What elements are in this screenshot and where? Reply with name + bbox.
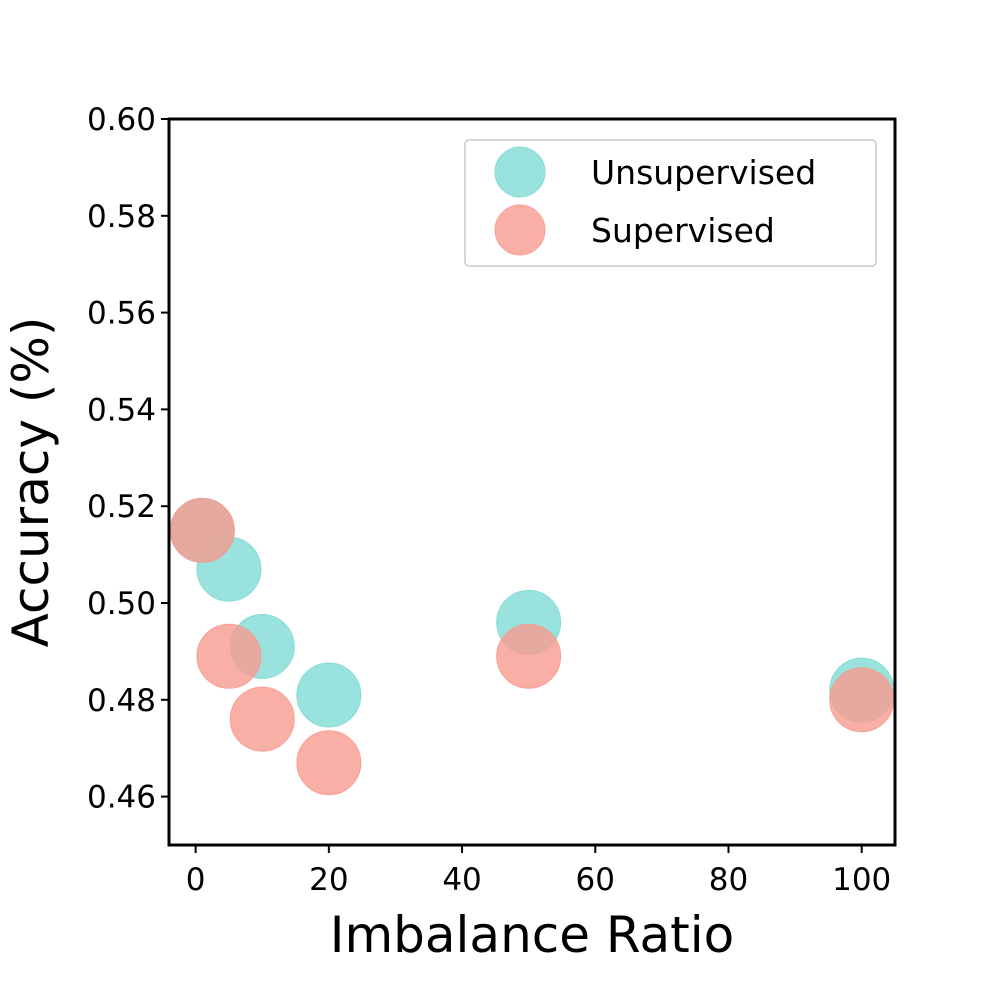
y-tick-label-4: 0.54 — [87, 392, 156, 428]
x-tick-label-1: 20 — [309, 862, 348, 898]
point-supervised-5 — [829, 667, 895, 733]
y-tick-label-1: 0.48 — [87, 683, 156, 719]
y-tick-label-7: 0.60 — [87, 102, 156, 138]
legend-label-supervised: Supervised — [591, 211, 775, 250]
y-tick-label-2: 0.50 — [87, 586, 156, 622]
point-supervised-4 — [496, 623, 562, 689]
legend: Unsupervised Supervised — [464, 139, 877, 267]
x-tick-label-2: 40 — [442, 862, 481, 898]
legend-marker-unsupervised — [494, 146, 546, 198]
y-tick-label-0: 0.46 — [87, 780, 156, 816]
y-tick-label-5: 0.56 — [87, 296, 156, 332]
point-supervised-2 — [229, 686, 295, 752]
legend-marker-supervised — [494, 204, 546, 256]
legend-label-unsupervised: Unsupervised — [591, 153, 816, 192]
x-tick-label-3: 60 — [576, 862, 615, 898]
y-tick-label-6: 0.58 — [87, 199, 156, 235]
plot-frame — [167, 117, 897, 847]
legend-box — [464, 139, 877, 267]
y-axis-label: Accuracy (%) — [2, 317, 60, 648]
y-axis-ticks: 0.46 0.48 0.50 0.52 0.54 0.56 0.58 0.60 — [87, 102, 169, 816]
x-tick-label-0: 0 — [186, 862, 206, 898]
point-supervised-3 — [296, 730, 362, 796]
y-tick-label-3: 0.52 — [87, 489, 156, 525]
x-tick-label-5: 100 — [832, 862, 891, 898]
x-axis-ticks: 0 20 40 60 80 100 — [186, 845, 891, 898]
point-supervised-0 — [169, 497, 235, 563]
x-axis-label: Imbalance Ratio — [330, 906, 735, 964]
point-supervised-1 — [196, 623, 262, 689]
x-tick-label-4: 80 — [709, 862, 748, 898]
point-unsupervised-3 — [296, 662, 362, 728]
data-points — [169, 497, 895, 796]
